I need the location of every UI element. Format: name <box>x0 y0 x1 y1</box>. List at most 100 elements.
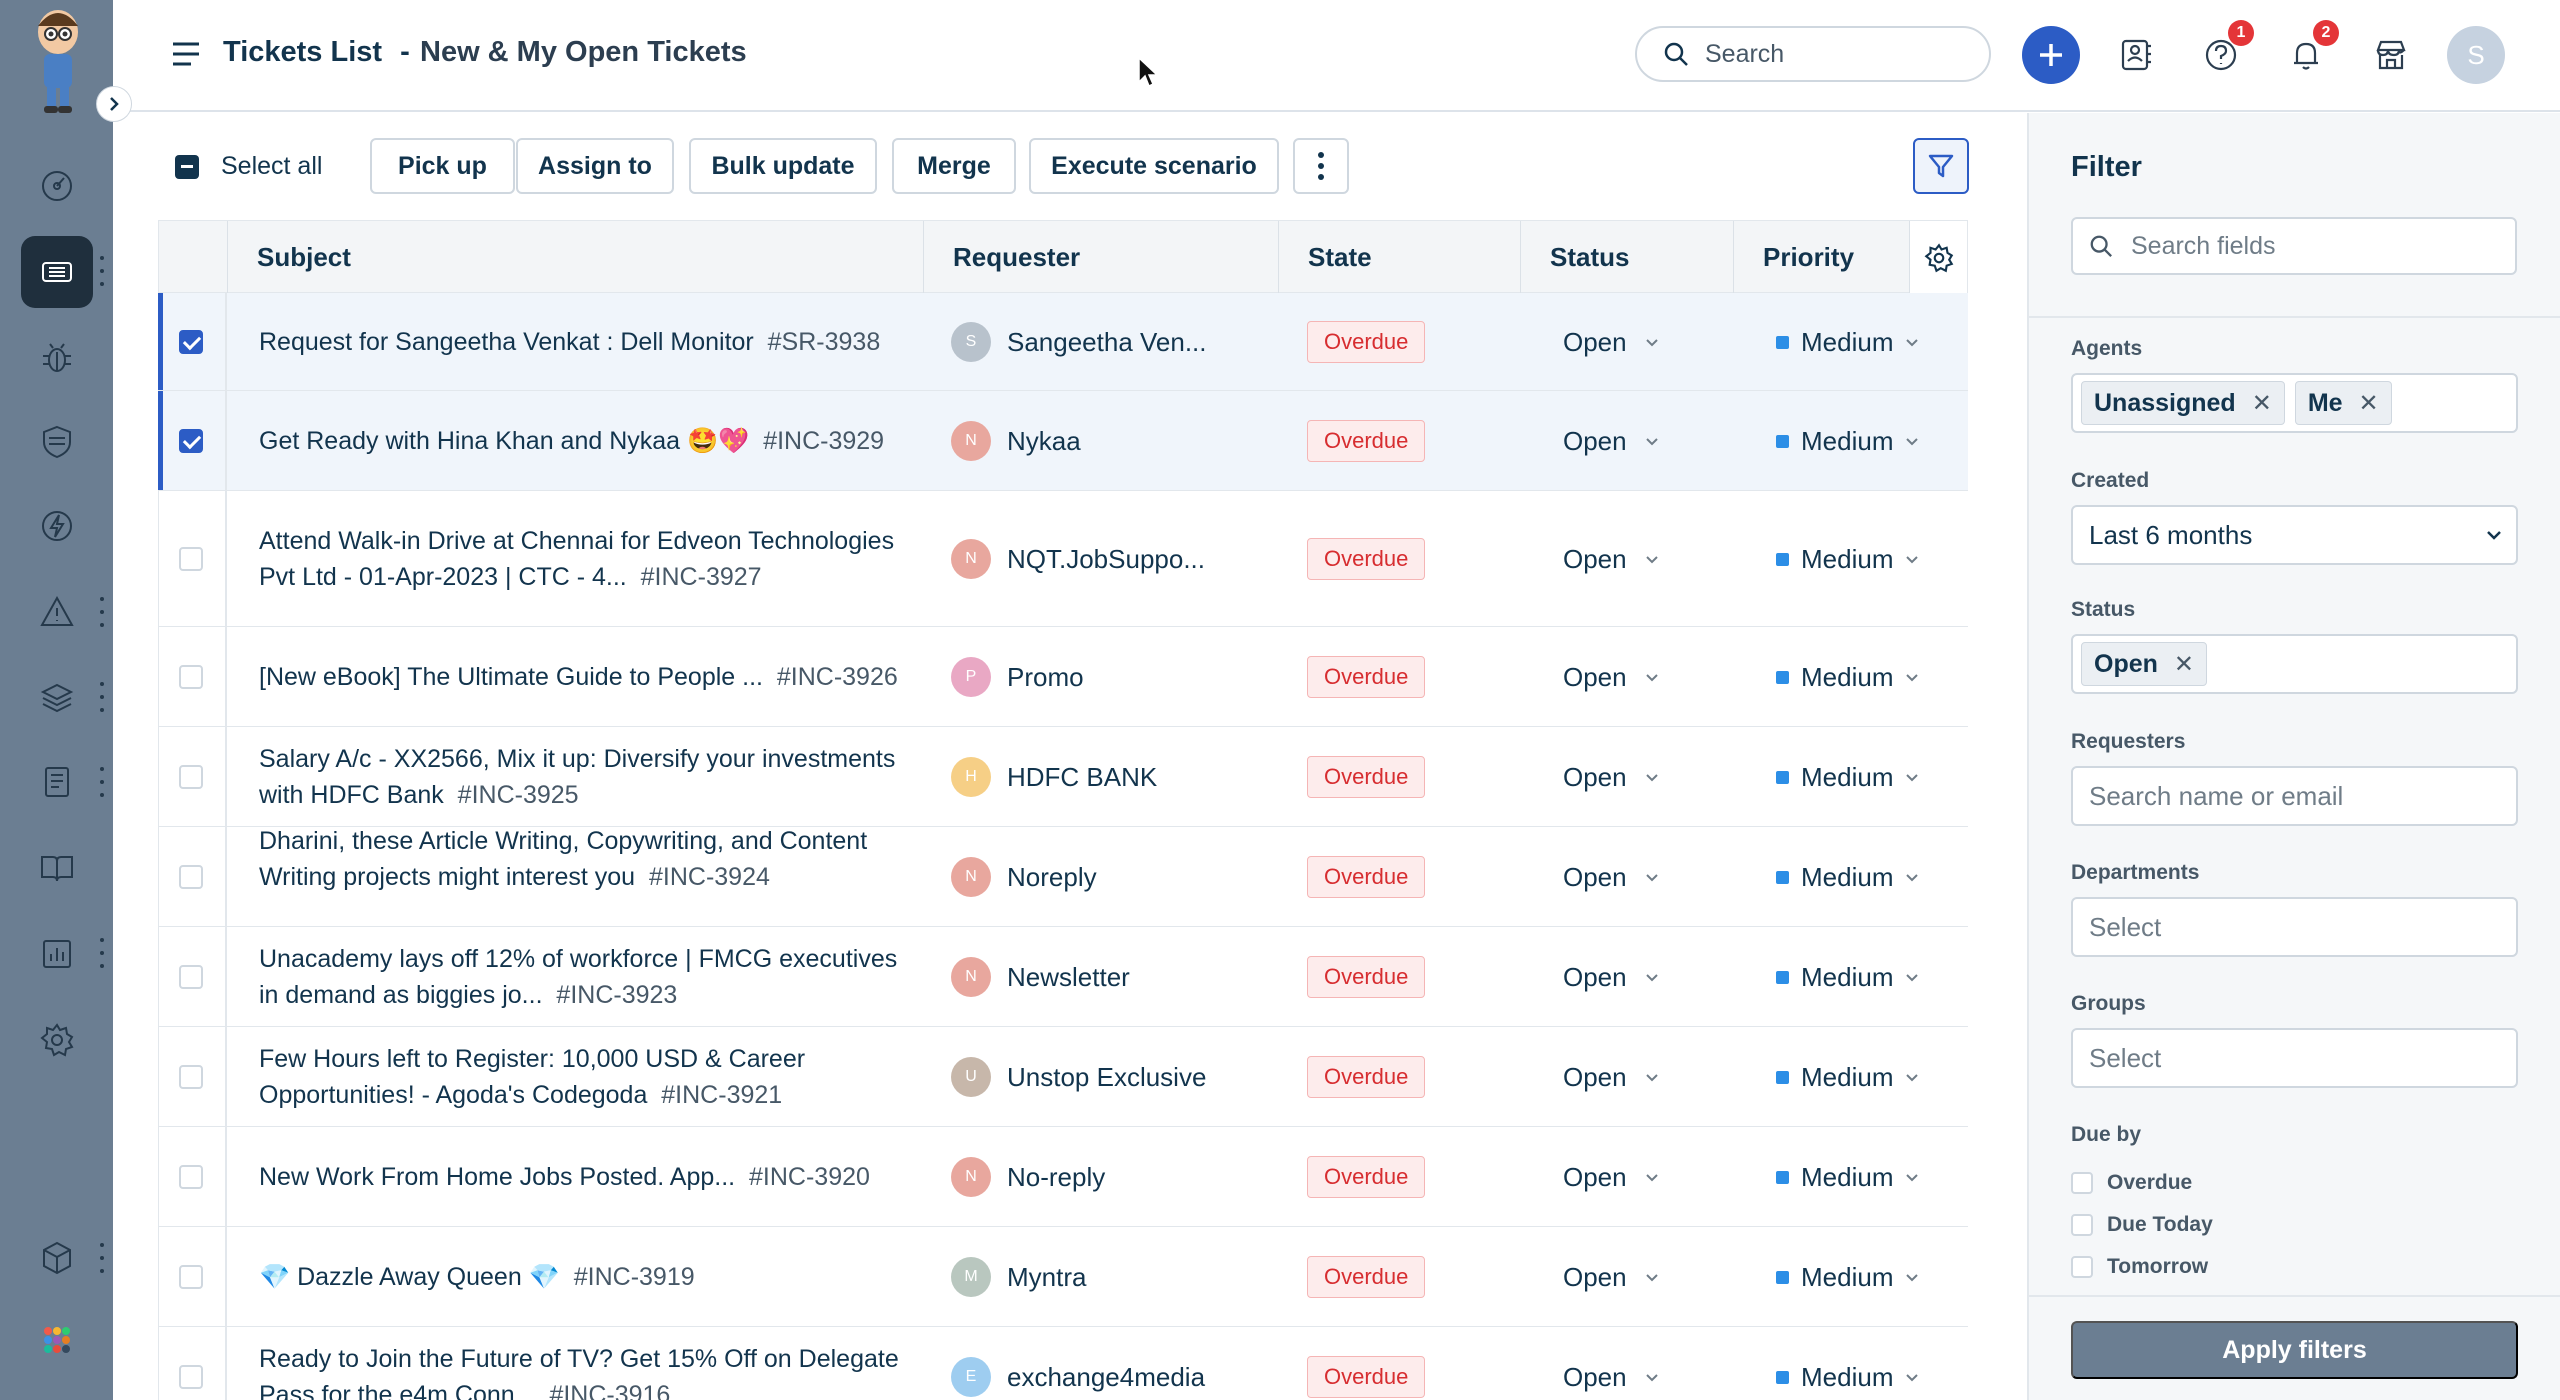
view-name[interactable]: New & My Open Tickets <box>420 36 747 68</box>
nav-reports[interactable] <box>21 918 93 990</box>
nav-solutions[interactable] <box>21 832 93 904</box>
row-checkbox[interactable] <box>179 1365 203 1389</box>
table-settings-button[interactable] <box>1909 221 1967 294</box>
nav-assets[interactable] <box>21 662 93 734</box>
mascot-logo[interactable] <box>22 0 94 118</box>
table-row[interactable]: Few Hours left to Register: 10,000 USD &… <box>158 1027 1968 1127</box>
status-dropdown[interactable]: Open <box>1563 1262 1659 1293</box>
toggle-filter-button[interactable] <box>1913 138 1969 194</box>
notifications-button[interactable]: 2 <box>2277 20 2339 84</box>
table-row[interactable]: Get Ready with Hina Khan and Nykaa 🤩💖 #I… <box>158 391 1968 491</box>
status-dropdown[interactable]: Open <box>1563 762 1659 793</box>
status-dropdown[interactable]: Open <box>1563 1062 1659 1093</box>
row-checkbox[interactable] <box>179 865 203 889</box>
nav-tickets-more[interactable] <box>96 256 108 286</box>
ticket-subject-link[interactable]: [New eBook] The Ultimate Guide to People… <box>259 659 919 695</box>
nav-contracts[interactable] <box>21 746 93 818</box>
priority-dropdown[interactable]: Medium <box>1776 1062 1919 1093</box>
nav-admin[interactable] <box>21 1004 93 1076</box>
row-checkbox[interactable] <box>179 665 203 689</box>
table-row[interactable]: Attend Walk-in Drive at Chennai for Edve… <box>158 491 1968 627</box>
priority-dropdown[interactable]: Medium <box>1776 862 1919 893</box>
column-header-status[interactable]: Status <box>1550 242 1630 272</box>
ticket-subject-link[interactable]: Ready to Join the Future of TV? Get 15% … <box>259 1341 919 1400</box>
requester-cell[interactable]: M Myntra <box>951 1257 1086 1297</box>
status-dropdown[interactable]: Open <box>1563 962 1659 993</box>
table-row[interactable]: Ready to Join the Future of TV? Get 15% … <box>158 1327 1968 1400</box>
requester-cell[interactable]: P Promo <box>951 657 1084 697</box>
ticket-subject-link[interactable]: 💎 Dazzle Away Queen 💎 #INC-3919 <box>259 1259 919 1295</box>
requester-cell[interactable]: U Unstop Exclusive <box>951 1057 1206 1097</box>
ticket-subject-link[interactable]: Dharini, these Article Writing, Copywrit… <box>259 823 919 895</box>
created-select[interactable]: Last 6 months <box>2071 505 2518 565</box>
due-by-tomorrow-checkbox[interactable]: Tomorrow <box>2071 1255 2208 1279</box>
remove-chip-icon[interactable]: ✕ <box>2251 389 2272 417</box>
requester-cell[interactable]: N Newsletter <box>951 957 1130 997</box>
row-checkbox[interactable] <box>179 330 203 354</box>
column-header-subject[interactable]: Subject <box>257 242 351 272</box>
hamburger-menu-icon[interactable] <box>171 40 201 68</box>
assign-to-button[interactable]: Assign to <box>516 138 674 194</box>
groups-select[interactable]: Select <box>2071 1028 2518 1088</box>
priority-dropdown[interactable]: Medium <box>1776 327 1919 358</box>
row-checkbox[interactable] <box>179 1165 203 1189</box>
table-row[interactable]: Unacademy lays off 12% of workforce | FM… <box>158 927 1968 1027</box>
nav-assets-more[interactable] <box>96 682 108 712</box>
column-header-priority[interactable]: Priority <box>1763 242 1855 272</box>
filter-search-input[interactable]: Search fields <box>2071 217 2517 275</box>
pick-up-button[interactable]: Pick up <box>370 138 515 194</box>
ticket-subject-link[interactable]: Unacademy lays off 12% of workforce | FM… <box>259 941 919 1013</box>
due-by-overdue-checkbox[interactable]: Overdue <box>2071 1171 2192 1195</box>
requester-cell[interactable]: N NQT.JobSuppo... <box>951 539 1205 579</box>
execute-scenario-button[interactable]: Execute scenario <box>1029 138 1279 194</box>
agents-field[interactable]: Unassigned ✕ Me ✕ <box>2071 373 2518 433</box>
expand-nav-button[interactable] <box>96 86 132 122</box>
help-button[interactable]: 1 <box>2192 20 2254 84</box>
requesters-input[interactable]: Search name or email <box>2071 766 2518 826</box>
ticket-subject-link[interactable]: Get Ready with Hina Khan and Nykaa 🤩💖 #I… <box>259 423 919 459</box>
priority-dropdown[interactable]: Medium <box>1776 662 1919 693</box>
user-avatar[interactable]: S <box>2447 26 2505 84</box>
row-checkbox[interactable] <box>179 429 203 453</box>
nav-contracts-more[interactable] <box>96 767 108 797</box>
row-checkbox[interactable] <box>179 1065 203 1089</box>
nav-app-switcher[interactable] <box>21 1304 93 1376</box>
status-dropdown[interactable]: Open <box>1563 426 1659 457</box>
due-by-today-checkbox[interactable]: Due Today <box>2071 1213 2213 1237</box>
status-dropdown[interactable]: Open <box>1563 544 1659 575</box>
table-row[interactable]: New Work From Home Jobs Posted. App... #… <box>158 1127 1968 1227</box>
table-row[interactable]: Salary A/c - XX2566, Mix it up: Diversif… <box>158 727 1968 827</box>
requester-cell[interactable]: N Noreply <box>951 857 1097 897</box>
row-checkbox[interactable] <box>179 965 203 989</box>
more-actions-button[interactable] <box>1293 138 1349 194</box>
select-all-control[interactable]: Select all <box>175 152 322 181</box>
requester-cell[interactable]: N Nykaa <box>951 421 1081 461</box>
global-search-input[interactable]: Search <box>1635 26 1991 82</box>
priority-dropdown[interactable]: Medium <box>1776 1362 1919 1393</box>
priority-dropdown[interactable]: Medium <box>1776 962 1919 993</box>
ticket-subject-link[interactable]: Attend Walk-in Drive at Chennai for Edve… <box>259 523 919 595</box>
table-row[interactable]: Request for Sangeetha Venkat : Dell Moni… <box>158 293 1968 391</box>
requester-cell[interactable]: S Sangeetha Ven... <box>951 322 1207 362</box>
table-row[interactable]: Dharini, these Article Writing, Copywrit… <box>158 827 1968 927</box>
nav-alerts[interactable] <box>21 576 93 648</box>
nav-releases[interactable] <box>21 490 93 562</box>
status-dropdown[interactable]: Open <box>1563 662 1659 693</box>
status-dropdown[interactable]: Open <box>1563 1362 1659 1393</box>
status-dropdown[interactable]: Open <box>1563 327 1659 358</box>
apply-filters-button[interactable]: Apply filters <box>2071 1321 2518 1379</box>
status-filter-field[interactable]: Open ✕ <box>2071 634 2518 694</box>
table-row[interactable]: [New eBook] The Ultimate Guide to People… <box>158 627 1968 727</box>
priority-dropdown[interactable]: Medium <box>1776 762 1919 793</box>
marketplace-button[interactable] <box>2362 26 2420 84</box>
departments-select[interactable]: Select <box>2071 897 2518 957</box>
priority-dropdown[interactable]: Medium <box>1776 544 1919 575</box>
nav-problems[interactable] <box>21 322 93 394</box>
nav-alerts-more[interactable] <box>96 597 108 627</box>
bulk-update-button[interactable]: Bulk update <box>689 138 877 194</box>
remove-chip-icon[interactable]: ✕ <box>2173 650 2195 678</box>
row-checkbox[interactable] <box>179 765 203 789</box>
row-checkbox[interactable] <box>179 547 203 571</box>
column-header-state[interactable]: State <box>1308 242 1372 272</box>
nav-apps-more[interactable] <box>96 1243 108 1273</box>
